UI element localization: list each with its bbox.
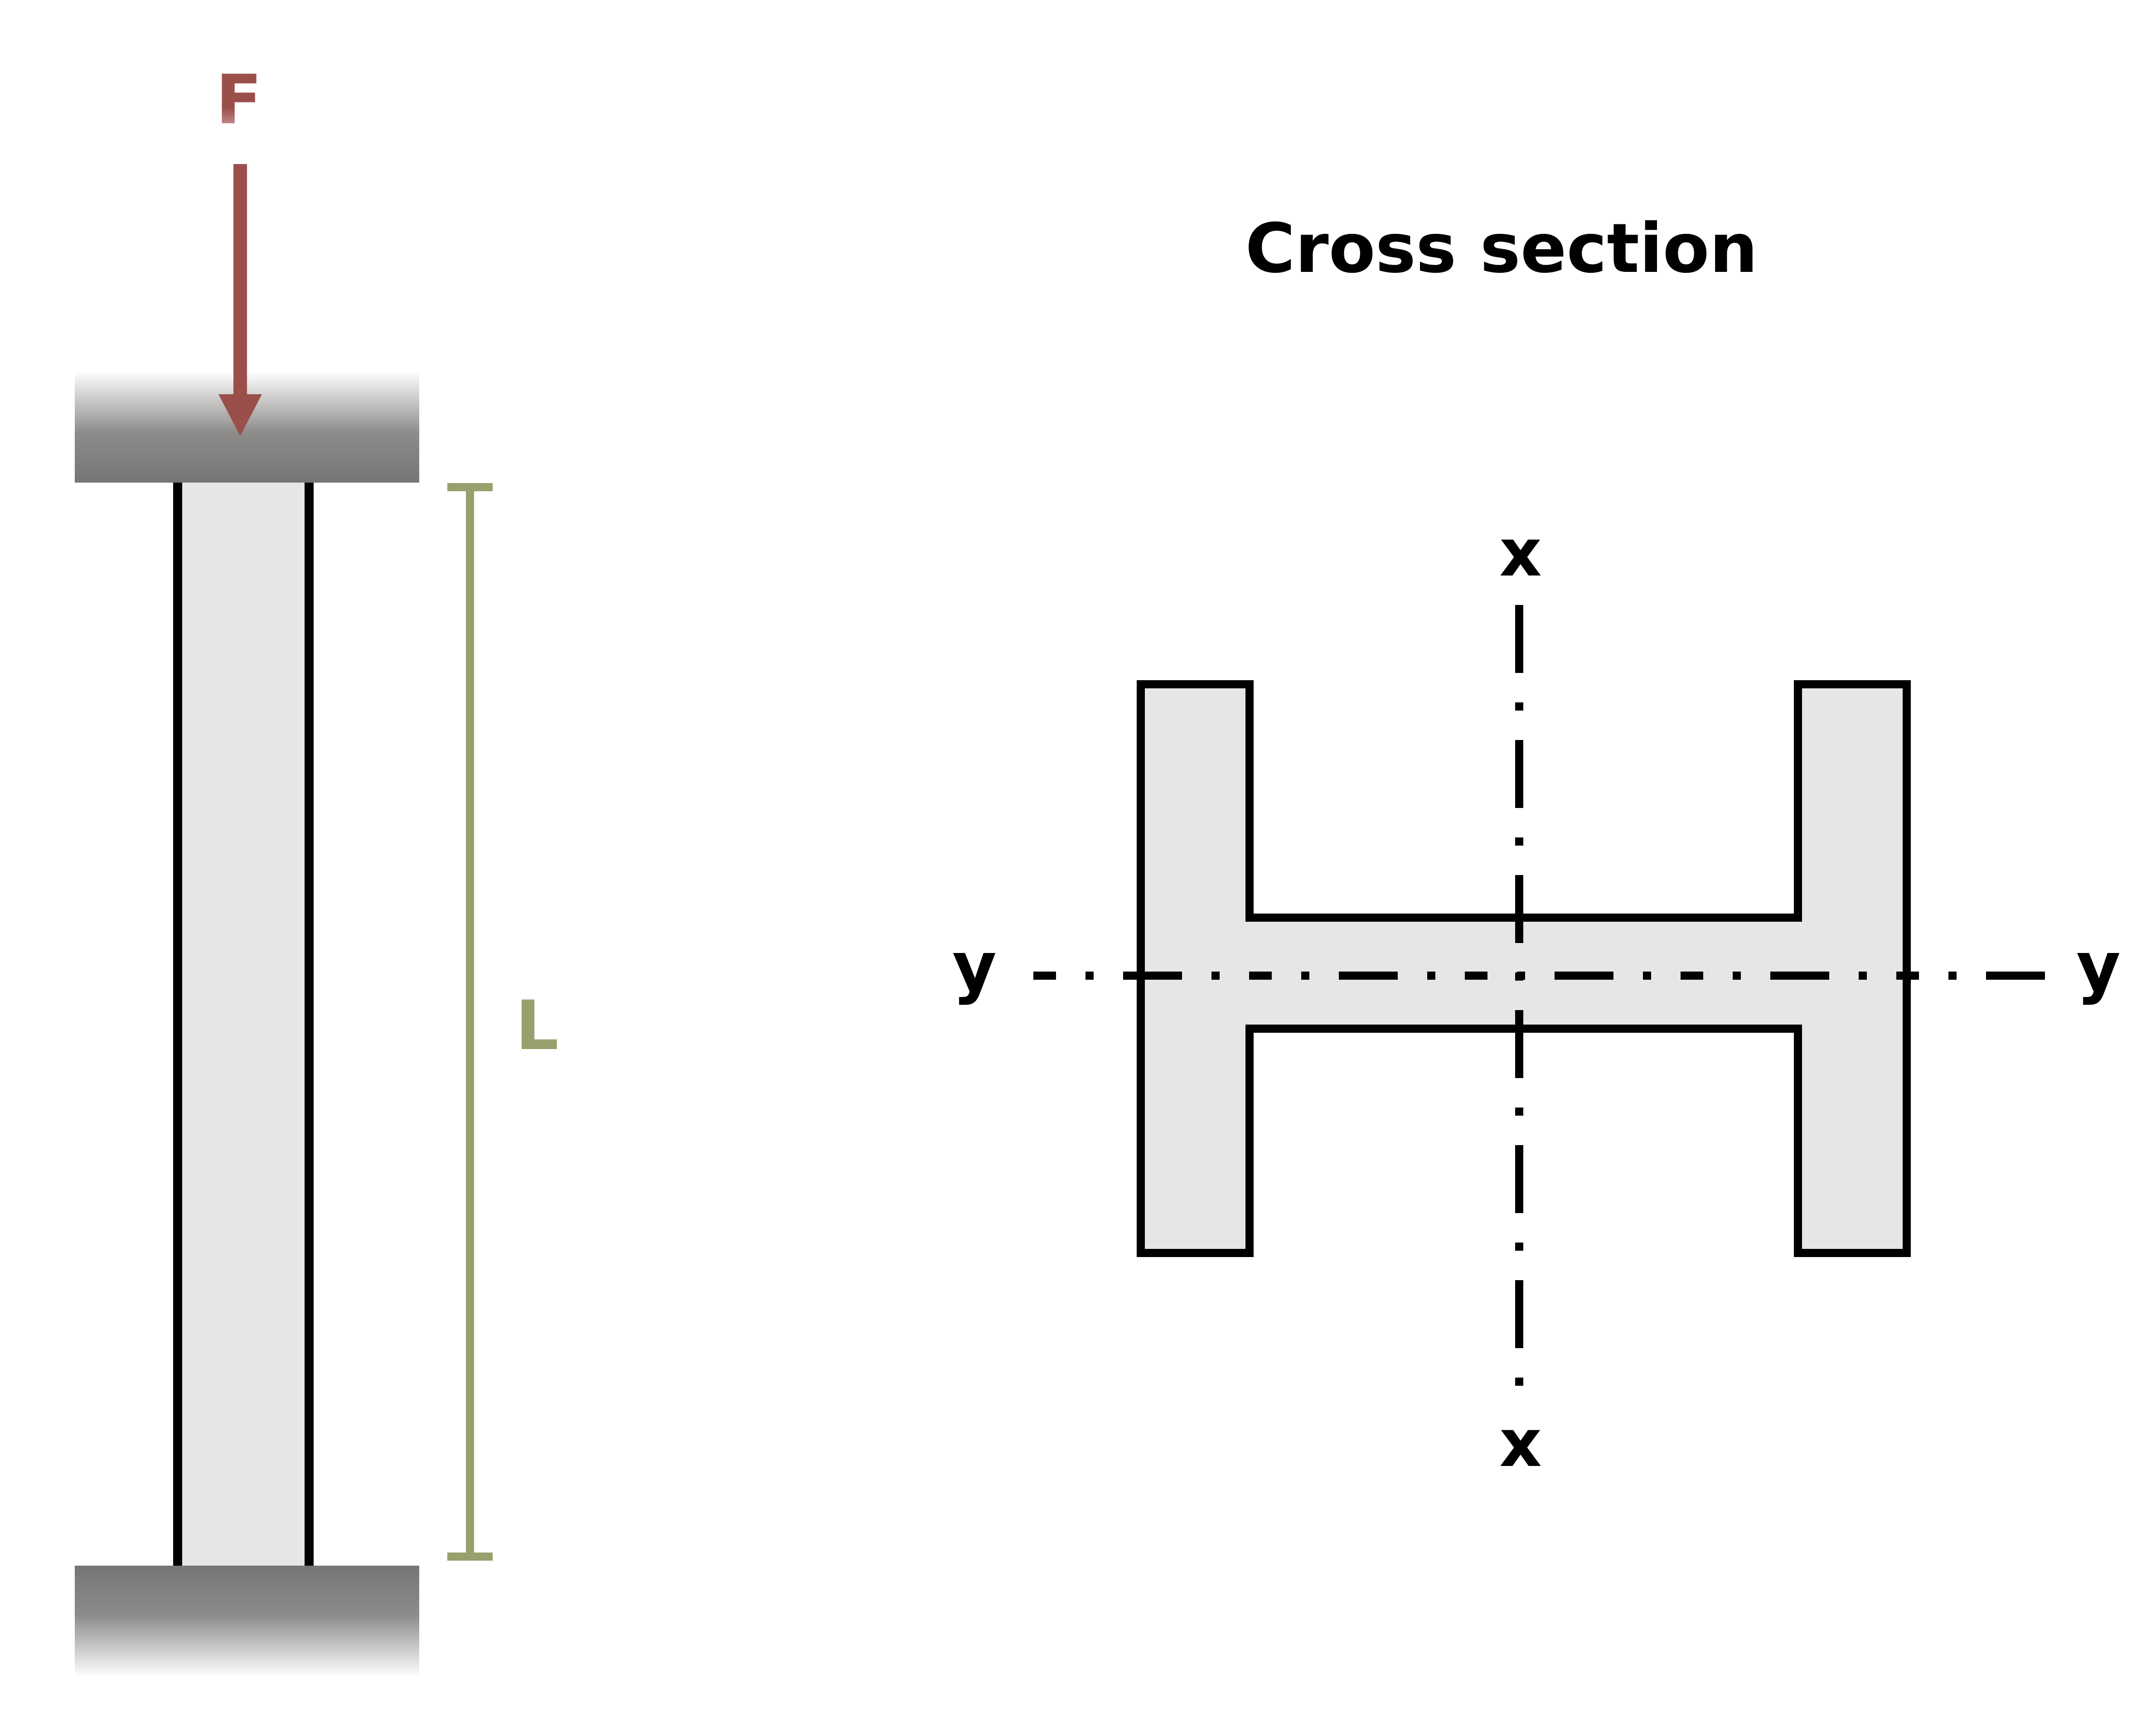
- bottom-support: [75, 1566, 419, 1677]
- length-label: L: [515, 987, 559, 1065]
- h-beam-section: [1137, 680, 1911, 1257]
- y-axis-label-left: y: [952, 928, 997, 1006]
- length-dimension: [447, 483, 493, 1561]
- column-body: [178, 483, 309, 1566]
- y-axis-label-right: y: [2076, 928, 2121, 1006]
- x-axis-label-top: x: [1499, 515, 1542, 591]
- cross-section-title: Cross section: [1245, 209, 1758, 288]
- x-axis-label-bottom: x: [1499, 1405, 1542, 1482]
- force-arrow: [218, 164, 262, 436]
- force-label: F: [216, 61, 262, 140]
